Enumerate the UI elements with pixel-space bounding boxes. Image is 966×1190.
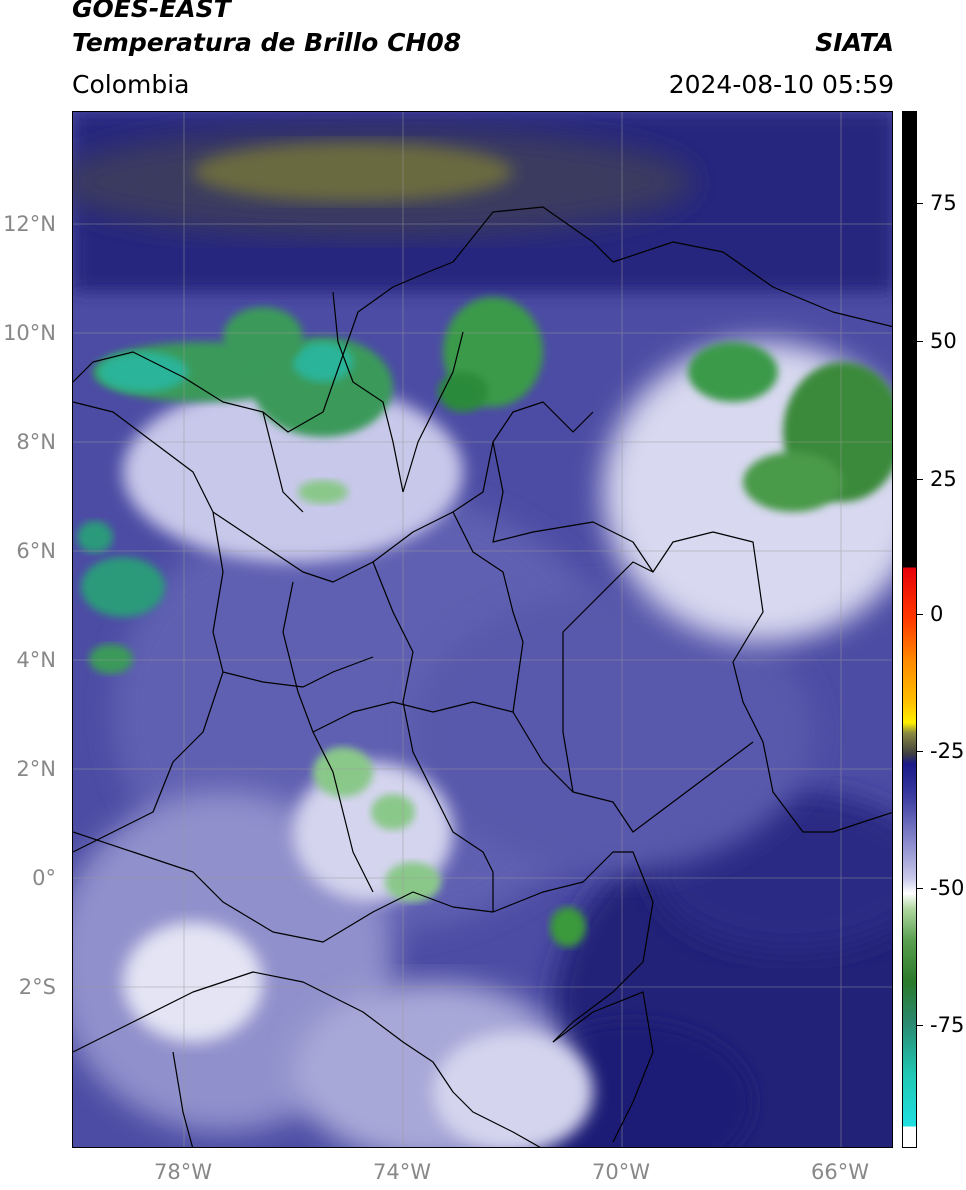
lat-label-12n: 12°N	[3, 212, 56, 236]
lon-label-70w: 70°W	[592, 1160, 650, 1184]
lat-label-0: 0°	[32, 866, 56, 890]
organization-label: SIATA	[815, 28, 894, 57]
colorbar-label-neg75: -75	[930, 1013, 965, 1037]
lon-label-78w: 78°W	[154, 1160, 212, 1184]
colorbar-label-75: 75	[930, 191, 957, 215]
lat-label-2n: 2°N	[16, 757, 56, 781]
colorbar-label-25: 25	[930, 467, 957, 491]
timestamp-label: 2024-08-10 05:59	[668, 70, 894, 99]
colorbar-label-0: 0	[930, 602, 944, 626]
satellite-title: GOES-EAST	[72, 0, 231, 23]
lon-label-74w: 74°W	[373, 1160, 431, 1184]
region-label: Colombia	[72, 70, 190, 99]
colorbar-label-50: 50	[930, 329, 957, 353]
colorbar-label-neg50: -50	[930, 876, 965, 900]
lat-label-10n: 10°N	[3, 321, 56, 345]
lat-label-2s: 2°S	[18, 975, 56, 999]
lat-label-4n: 4°N	[16, 648, 56, 672]
colorbar-label-neg25: -25	[930, 739, 965, 763]
satellite-map	[72, 111, 893, 1148]
temperature-colorbar	[902, 111, 917, 1148]
map-image	[73, 112, 892, 1147]
lon-label-66w: 66°W	[811, 1160, 869, 1184]
lat-label-8n: 8°N	[16, 430, 56, 454]
lat-label-6n: 6°N	[16, 539, 56, 563]
product-title: Temperatura de Brillo CH08	[72, 28, 462, 57]
